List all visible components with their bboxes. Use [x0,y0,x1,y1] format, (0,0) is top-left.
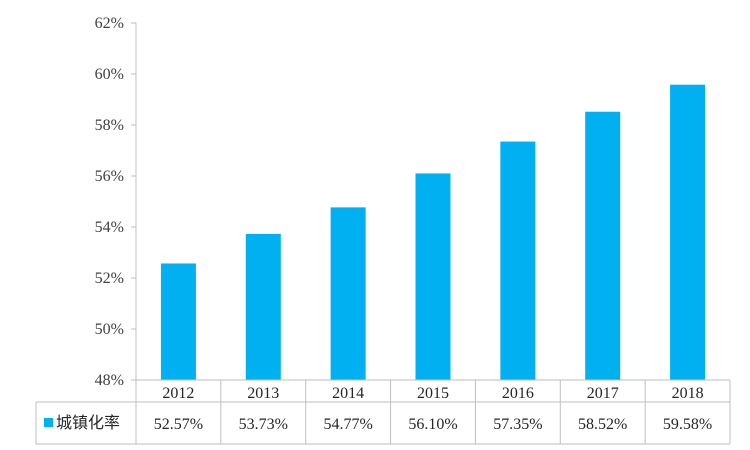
data-label: 53.73% [239,416,288,433]
y-tick-label: 58% [95,117,124,134]
bar [245,233,281,380]
data-label: 57.35% [493,416,542,433]
y-tick-label: 52% [95,270,124,287]
x-tick-label: 2014 [332,385,364,402]
data-label: 54.77% [323,416,372,433]
data-label: 59.58% [663,416,712,433]
x-tick-label: 2017 [587,385,619,402]
bar [415,173,451,380]
y-tick-label: 60% [95,66,124,83]
data-label: 52.57% [154,416,203,433]
y-tick-label: 62% [95,15,124,32]
legend-label: 城镇化率 [56,413,120,432]
y-tick-label: 50% [95,321,124,338]
bar [330,207,366,380]
y-tick-label: 54% [95,219,124,236]
data-label: 56.10% [408,416,457,433]
bar [670,84,706,381]
x-tick-label: 2018 [672,385,704,402]
legend-swatch [44,418,53,427]
x-tick-label: 2012 [162,385,194,402]
bar [500,141,536,380]
data-label: 58.52% [578,416,627,433]
x-tick-label: 2013 [247,385,279,402]
bar [585,111,621,381]
x-tick-label: 2015 [417,385,449,402]
bar [160,263,196,380]
y-tick-label: 48% [95,372,124,389]
x-tick-label: 2016 [502,385,534,402]
y-tick-label: 56% [95,168,124,185]
